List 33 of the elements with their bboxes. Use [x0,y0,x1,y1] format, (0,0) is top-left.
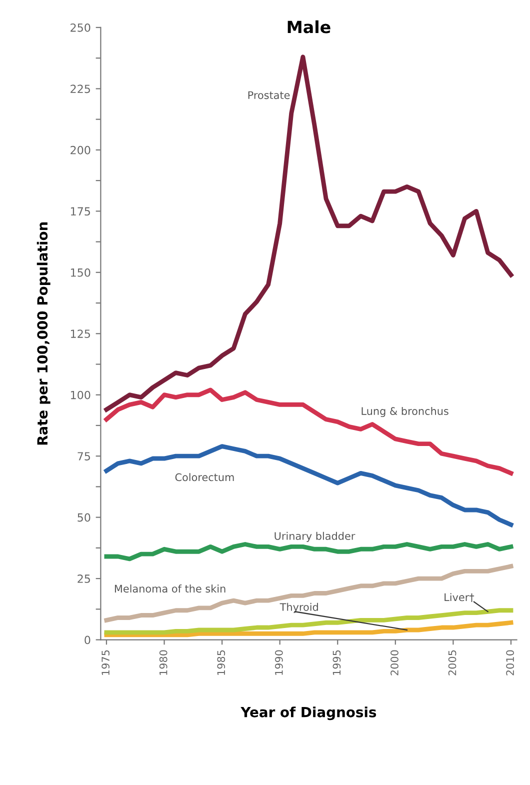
line-series [104,620,514,638]
series-label: Thyroid [280,602,318,613]
x-tick-label: 2005 [448,650,456,676]
chart-title: Male [288,20,330,34]
y-tick-label: 100 [70,390,90,400]
y-tick-label: 200 [70,146,90,154]
y-tick-label: 50 [78,513,90,522]
x-tick-label: 1980 [159,650,168,675]
x-tick-label: 1990 [274,650,283,675]
series-label: Liver† [444,593,474,602]
y-tick-label: 125 [70,330,90,338]
y-tick-label: 0 [84,636,90,644]
line-series [104,564,514,622]
y-axis-title: Rate per 100,000 Population [36,222,50,445]
x-tick-label: 1985 [217,650,226,675]
y-tick-label: 175 [70,207,90,216]
x-tick-label: 1975 [102,650,110,675]
line-series [104,542,514,562]
series-label: Prostate [248,91,290,100]
series-label: Melanoma of the skin [114,584,226,593]
x-tick-label: 2010 [506,650,514,676]
x-tick-label: 2000 [390,650,398,676]
y-tick-label: 250 [70,23,90,32]
series-label: Urinary bladder [274,532,356,542]
y-tick-label: 25 [78,574,90,583]
series-label: Colorectum [175,473,234,482]
y-tick-label: 75 [78,452,90,460]
y-tick-label: 225 [70,84,90,94]
series-label: Lung & bronchus [362,406,448,418]
y-tick-label: 150 [70,268,90,277]
line-series [104,444,514,527]
x-tick-label: 1995 [332,650,341,675]
x-axis-title: Year of Diagnosis [240,706,376,720]
